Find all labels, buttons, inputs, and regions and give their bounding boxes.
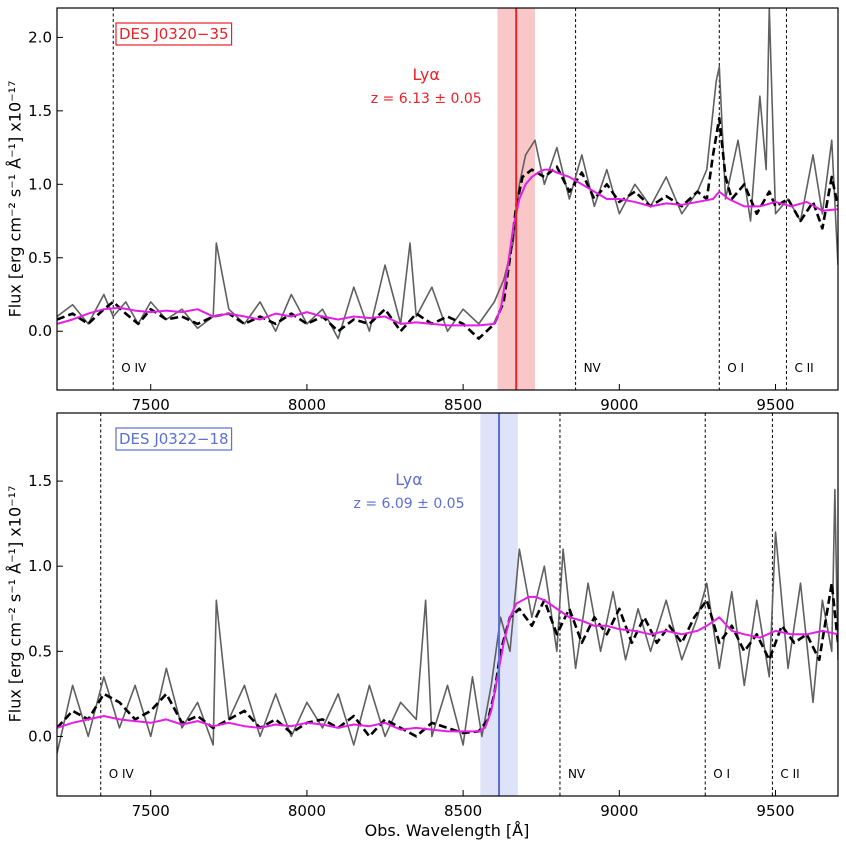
x-tick-label: 7500: [132, 396, 170, 414]
emission-line-label: O I: [727, 361, 744, 375]
y-tick-label: 1.0: [28, 175, 52, 193]
lya-label: Lyα: [412, 65, 439, 84]
object-label: DES J0320−35: [119, 25, 229, 43]
series-line-composite: [57, 595, 838, 733]
ylabel-bottom: Flux [erg cm⁻² s⁻¹ Å⁻¹] x10⁻¹⁷: [6, 486, 25, 723]
lya-label: Lyα: [395, 470, 422, 489]
panel-top: O IV NV O I C II DES J0320−35 Lyα z = 6.13 ± 0…: [6, 7, 839, 414]
emission-line-label: O IV: [109, 767, 135, 781]
object-label-box: [115, 22, 233, 46]
object-label-box: [115, 427, 233, 451]
y-tick-label: 0.5: [28, 249, 52, 267]
x-tick-label: 7500: [132, 802, 170, 820]
series-line-smoothed: [57, 581, 838, 738]
xlabel: Obs. Wavelength [Å]: [365, 821, 530, 840]
emission-line-label: NV: [584, 361, 602, 375]
axes-frame-top: [56, 7, 839, 391]
y-tick-label: 1.0: [28, 557, 52, 575]
x-tick-label: 9000: [600, 802, 638, 820]
x-tick-label: 8000: [288, 396, 326, 414]
y-tick-label: 0.5: [28, 642, 52, 660]
series-line-smoothed: [57, 116, 838, 340]
y-tick-label: 0.0: [28, 727, 52, 745]
panel-bottom: O IV NV O I C II DES J0322−18 Lyα z = 6.09 ± 0…: [6, 412, 839, 840]
emission-line-label: O IV: [121, 361, 147, 375]
emission-line-label: C II: [780, 767, 799, 781]
y-tick-label: 1.5: [28, 102, 52, 120]
x-tick-label: 8500: [444, 802, 482, 820]
x-tick-label: 9000: [600, 396, 638, 414]
x-tick-label: 8500: [444, 396, 482, 414]
emission-line-label: C II: [794, 361, 813, 375]
ylabel-top: Flux [erg cm⁻² s⁻¹ Å⁻¹] x10⁻¹⁷: [6, 81, 25, 318]
x-tick-label: 9500: [756, 396, 794, 414]
object-label: DES J0322−18: [119, 430, 229, 448]
y-tick-label: 1.5: [28, 472, 52, 490]
x-tick-label: 8000: [288, 802, 326, 820]
emission-line-label: NV: [568, 767, 586, 781]
axes-frame-bottom: [56, 412, 839, 797]
redshift-label: z = 6.13 ± 0.05: [371, 91, 482, 107]
series-line-raw: [57, 8, 838, 340]
y-tick-label: 2.0: [28, 28, 52, 46]
y-tick-label: 0.0: [28, 322, 52, 340]
redshift-label: z = 6.09 ± 0.05: [354, 496, 465, 512]
series-line-composite: [57, 168, 838, 327]
x-tick-label: 9500: [756, 802, 794, 820]
emission-line-label: O I: [713, 767, 730, 781]
series-line-raw: [57, 488, 838, 754]
